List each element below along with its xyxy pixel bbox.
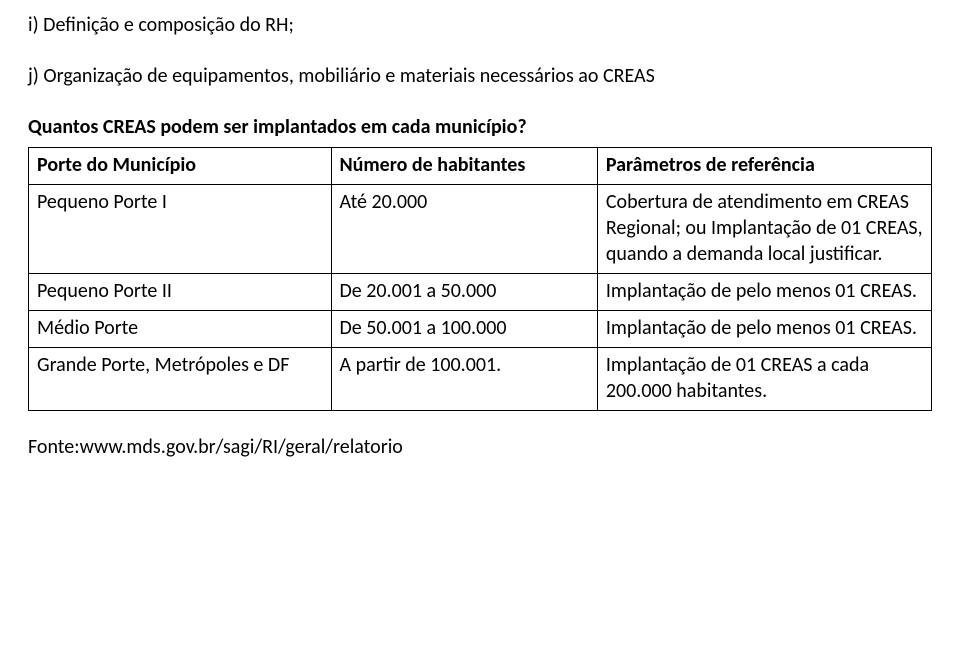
cell-habitantes: A partir de 100.001. xyxy=(331,348,597,411)
cell-porte: Pequeno Porte I xyxy=(29,185,332,274)
list-item-i: i) Definição e composição do RH; xyxy=(28,12,932,39)
table-header-row: Porte do Município Número de habitantes … xyxy=(29,148,932,185)
cell-parametros: Implantação de pelo menos 01 CREAS. xyxy=(597,274,931,311)
col-header-parametros: Parâmetros de referência xyxy=(597,148,931,185)
cell-parametros: Implantação de 01 CREAS a cada 200.000 h… xyxy=(597,348,931,411)
question-heading: Quantos CREAS podem ser implantados em c… xyxy=(28,114,932,141)
table-row: Pequeno Porte II De 20.001 a 50.000 Impl… xyxy=(29,274,932,311)
col-header-porte: Porte do Município xyxy=(29,148,332,185)
source-line: Fonte:www.mds.gov.br/sagi/RI/geral/relat… xyxy=(28,435,932,459)
table-row: Pequeno Porte I Até 20.000 Cobertura de … xyxy=(29,185,932,274)
cell-habitantes: Até 20.000 xyxy=(331,185,597,274)
parameters-table: Porte do Município Número de habitantes … xyxy=(28,147,932,411)
table-row: Médio Porte De 50.001 a 100.000 Implanta… xyxy=(29,311,932,348)
cell-parametros: Implantação de pelo menos 01 CREAS. xyxy=(597,311,931,348)
spacer xyxy=(28,45,932,63)
spacer xyxy=(28,96,932,114)
cell-porte: Grande Porte, Metrópoles e DF xyxy=(29,348,332,411)
cell-habitantes: De 50.001 a 100.000 xyxy=(331,311,597,348)
cell-porte: Médio Porte xyxy=(29,311,332,348)
cell-porte: Pequeno Porte II xyxy=(29,274,332,311)
list-item-j: j) Organização de equipamentos, mobiliár… xyxy=(28,63,932,90)
document-page: i) Definição e composição do RH; j) Orga… xyxy=(0,0,960,459)
cell-parametros: Cobertura de atendimento em CREAS Region… xyxy=(597,185,931,274)
table-row: Grande Porte, Metrópoles e DF A partir d… xyxy=(29,348,932,411)
col-header-habitantes: Número de habitantes xyxy=(331,148,597,185)
cell-habitantes: De 20.001 a 50.000 xyxy=(331,274,597,311)
